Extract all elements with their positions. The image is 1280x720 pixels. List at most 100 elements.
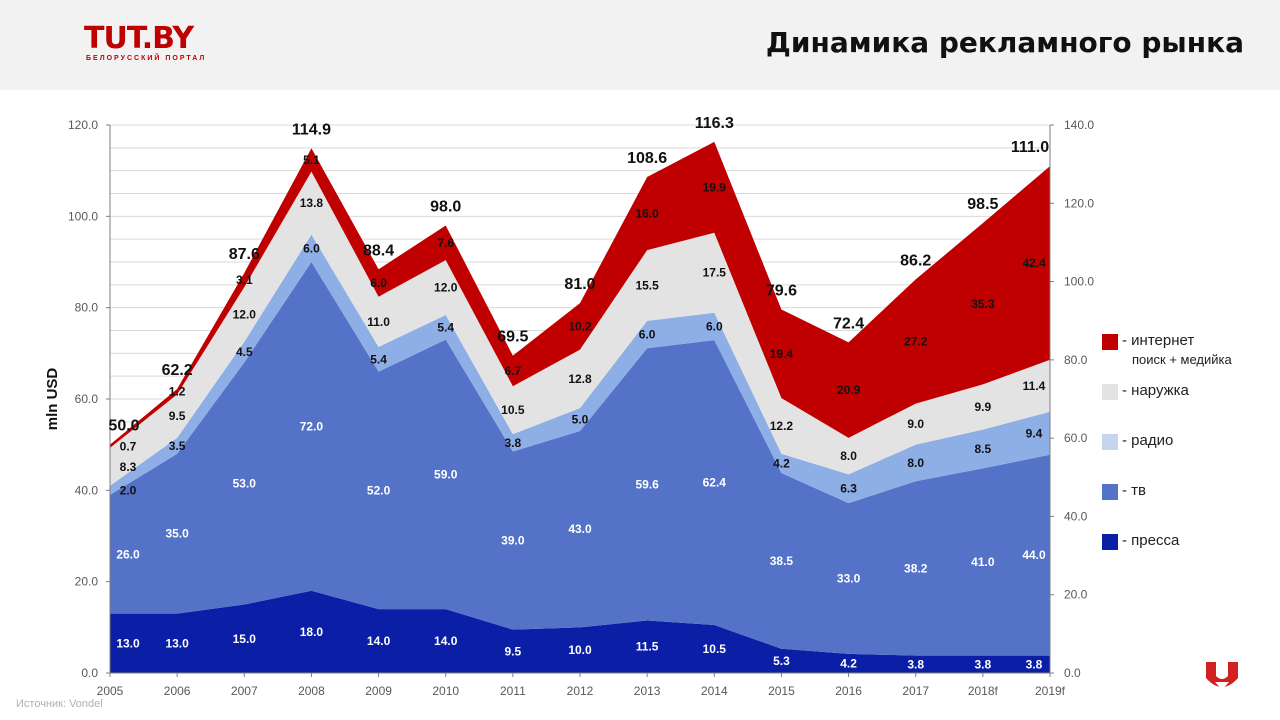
- y-tick-label: 0.0: [81, 666, 98, 680]
- data-label-press: 13.0: [165, 636, 189, 650]
- data-label-outdoor: 12.0: [233, 308, 257, 322]
- y-tick-label: 20.0: [75, 575, 99, 589]
- y-axis-label: mln USD: [44, 368, 61, 431]
- x-tick-label: 2011: [500, 684, 526, 698]
- data-label-press: 18.0: [300, 625, 324, 639]
- total-label: 111.0: [1011, 139, 1049, 156]
- data-label-press: 14.0: [434, 634, 458, 648]
- y2-tick-label: 20.0: [1064, 588, 1088, 602]
- x-tick-label: 2017: [902, 684, 929, 698]
- area-series-radio: [110, 234, 1050, 504]
- x-tick-label: 2013: [634, 684, 661, 698]
- total-label: 116.3: [695, 115, 734, 132]
- x-tick-label: 2012: [567, 684, 594, 698]
- data-label-tv: 41.0: [971, 555, 995, 569]
- y2-tick-label: 80.0: [1064, 353, 1088, 367]
- legend-item-outdoor: - наружка: [1102, 380, 1272, 430]
- x-tick-label: 2007: [231, 684, 258, 698]
- data-label-radio: 4.2: [773, 456, 790, 470]
- data-label-press: 14.0: [367, 634, 391, 648]
- x-tick-label: 2005: [97, 684, 124, 698]
- data-label-internet: 5.1: [303, 153, 320, 167]
- data-label-outdoor: 9.9: [975, 400, 992, 414]
- data-label-press: 9.5: [505, 644, 522, 658]
- y2-tick-label: 0.0: [1064, 666, 1081, 680]
- data-label-internet: 10.2: [568, 319, 592, 333]
- data-label-tv: 59.6: [635, 477, 659, 491]
- header-bar: TUT.BY БЕЛОРУССКИЙ ПОРТАЛ Динамика рекла…: [0, 0, 1280, 90]
- data-label-tv: 52.0: [367, 483, 391, 497]
- data-label-outdoor: 10.5: [501, 403, 525, 417]
- data-label-radio: 4.5: [236, 345, 253, 359]
- data-label-internet: 35.3: [971, 297, 995, 311]
- data-label-tv: 53.0: [233, 476, 257, 490]
- legend-label-outdoor: - наружка: [1122, 382, 1189, 399]
- data-label-internet: 19.9: [703, 180, 727, 194]
- data-label-outdoor: 8.0: [840, 449, 857, 463]
- total-label: 50.0: [108, 418, 139, 435]
- data-label-tv: 59.0: [434, 467, 458, 481]
- x-tick-label: 2009: [365, 684, 392, 698]
- corner-logo-icon: [1204, 660, 1240, 701]
- legend-swatch-outdoor: [1102, 384, 1118, 400]
- data-label-tv: 38.2: [904, 561, 928, 575]
- data-label-internet: 1.2: [169, 385, 186, 399]
- total-label: 79.6: [766, 282, 797, 299]
- legend-label-internet: - интернет: [1122, 332, 1195, 349]
- x-tick-label: 2015: [768, 684, 795, 698]
- tutby-logo[interactable]: TUT.BY БЕЛОРУССКИЙ ПОРТАЛ: [84, 24, 206, 63]
- data-label-radio: 2.0: [120, 483, 137, 497]
- x-tick-label: 2008: [298, 684, 325, 698]
- data-label-radio: 5.4: [437, 320, 454, 334]
- data-label-press: 3.8: [907, 657, 924, 671]
- data-label-radio: 6.3: [840, 482, 857, 496]
- total-label: 87.6: [229, 246, 260, 263]
- data-label-tv: 35.0: [165, 527, 189, 541]
- data-label-outdoor: 11.4: [1023, 379, 1046, 393]
- data-label-internet: 3.1: [236, 273, 253, 287]
- data-label-radio: 5.4: [370, 352, 387, 366]
- legend-swatch-press: [1102, 534, 1118, 550]
- area-series-outdoor: [110, 171, 1050, 486]
- y2-tick-label: 60.0: [1064, 431, 1088, 445]
- page-title: Динамика рекламного рынка: [765, 26, 1244, 59]
- data-label-outdoor: 17.5: [703, 266, 727, 280]
- shield-logo-icon: [1206, 662, 1238, 690]
- data-label-outdoor: 12.0: [434, 281, 458, 295]
- x-tick-label: 2006: [164, 684, 191, 698]
- data-label-outdoor: 13.8: [300, 196, 324, 210]
- y2-tick-label: 140.0: [1064, 118, 1094, 132]
- data-label-tv: 33.0: [837, 571, 861, 585]
- total-label: 72.4: [833, 315, 864, 332]
- legend-item-internet: - интернет поиск + медийка: [1102, 330, 1272, 380]
- y2-tick-label: 100.0: [1064, 275, 1094, 289]
- data-label-tv: 43.0: [568, 522, 592, 536]
- legend-label-tv: - тв: [1122, 482, 1147, 499]
- data-label-radio: 3.8: [505, 436, 522, 450]
- total-label: 62.2: [162, 362, 193, 379]
- data-label-press: 11.5: [636, 640, 659, 654]
- x-tick-label: 2014: [701, 684, 728, 698]
- data-label-outdoor: 12.2: [770, 419, 794, 433]
- area-series-press: [110, 590, 1050, 673]
- data-label-radio: 8.5: [975, 442, 992, 456]
- x-tick-label: 2018f: [968, 684, 999, 698]
- data-label-press: 5.3: [773, 654, 790, 668]
- legend-item-press: - пресса: [1102, 530, 1272, 580]
- y-tick-label: 100.0: [68, 209, 98, 223]
- y-tick-label: 80.0: [75, 301, 99, 315]
- data-label-radio: 5.0: [572, 413, 589, 427]
- total-label: 108.6: [627, 150, 667, 167]
- data-label-internet: 27.2: [904, 334, 928, 348]
- total-label: 88.4: [363, 242, 394, 259]
- data-label-press: 3.8: [1026, 657, 1043, 671]
- source-note: Источник: Vondel: [16, 698, 103, 710]
- data-label-internet: 20.9: [837, 383, 861, 397]
- data-label-press: 10.0: [568, 643, 592, 657]
- data-label-outdoor: 15.5: [635, 279, 659, 293]
- data-label-press: 15.0: [233, 632, 257, 646]
- area-series-internet: [110, 141, 1050, 448]
- data-label-radio: 6.0: [639, 328, 656, 342]
- legend-item-radio: - радио: [1102, 430, 1272, 480]
